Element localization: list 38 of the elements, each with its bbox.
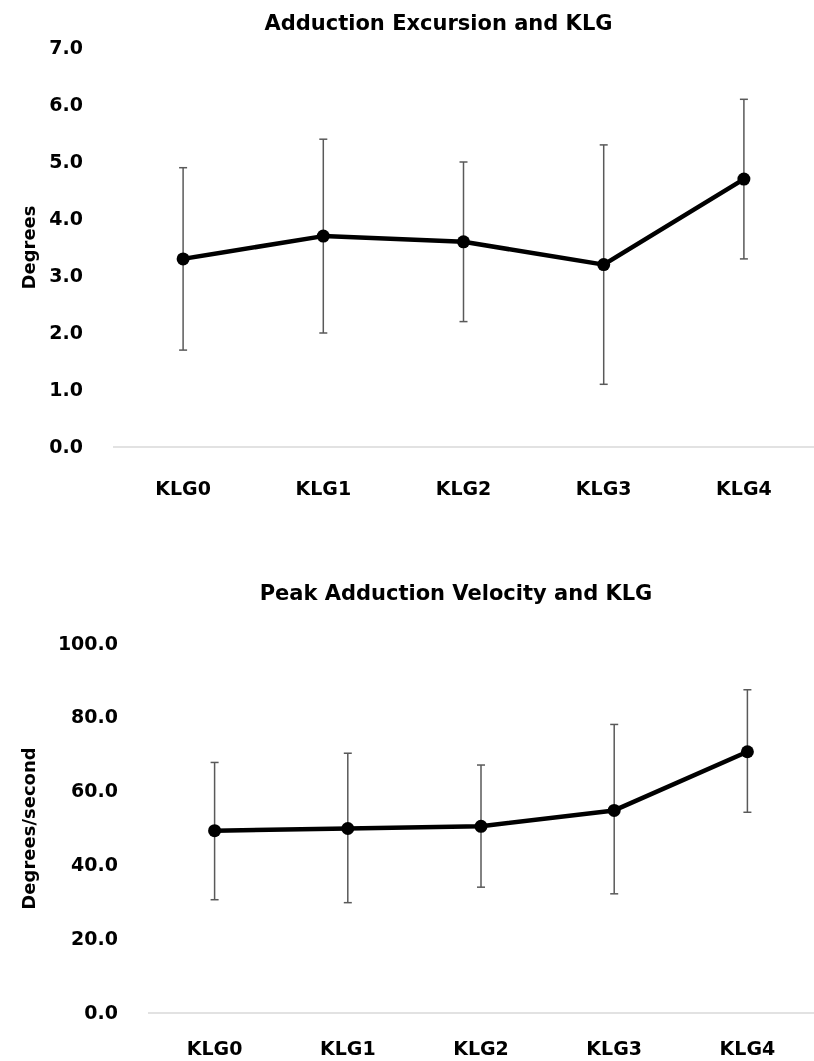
y-tick-label: 5.0 xyxy=(49,149,83,172)
y-tick-label: 80.0 xyxy=(71,705,118,728)
y-tick-label: 40.0 xyxy=(71,852,118,875)
y-tick-label: 0.0 xyxy=(84,1000,118,1023)
point xyxy=(474,819,488,833)
y-axis-title: Degrees xyxy=(18,205,39,290)
y-axis-title: Degrees/second xyxy=(18,747,39,910)
y-tick-label: 0.0 xyxy=(49,434,83,457)
x-tick-label: KLG4 xyxy=(716,477,772,499)
y-tick-label: 20.0 xyxy=(71,926,118,949)
y-tick-label: 60.0 xyxy=(71,779,118,802)
x-tick-label: KLG1 xyxy=(295,477,352,499)
x-tick-label: KLG3 xyxy=(575,477,632,499)
x-tick-label: KLG4 xyxy=(719,1037,776,1059)
y-tick-label: 100.0 xyxy=(57,631,118,654)
x-tick-label: KLG2 xyxy=(453,1037,509,1059)
point xyxy=(208,824,222,838)
point xyxy=(607,803,621,817)
point xyxy=(597,258,611,272)
point xyxy=(737,172,751,186)
chart-title: Peak Adduction Velocity and KLG xyxy=(259,581,653,605)
y-tick-label: 2.0 xyxy=(49,320,83,343)
point xyxy=(316,229,330,243)
point xyxy=(341,822,355,835)
point xyxy=(740,745,754,759)
y-tick-label: 4.0 xyxy=(49,206,83,229)
point xyxy=(176,252,190,266)
chart-title: Adduction Excursion and KLG xyxy=(264,11,613,35)
y-tick-label: 6.0 xyxy=(49,92,83,115)
y-tick-label: 7.0 xyxy=(49,35,83,58)
x-tick-label: KLG3 xyxy=(586,1037,643,1059)
x-tick-label: KLG0 xyxy=(155,477,211,499)
y-tick-label: 3.0 xyxy=(49,263,83,286)
point xyxy=(457,235,470,249)
x-tick-label: KLG0 xyxy=(186,1037,243,1059)
y-tick-label: 1.0 xyxy=(49,377,83,400)
x-tick-label: KLG2 xyxy=(435,477,492,499)
x-tick-label: KLG1 xyxy=(319,1037,376,1059)
